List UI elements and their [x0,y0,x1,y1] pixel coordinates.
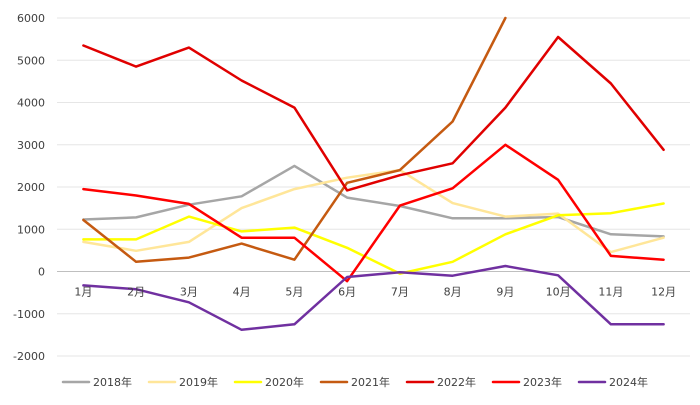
series-lines [82,16,665,332]
x-tick-label: 11月 [598,286,623,299]
x-axis-ticks: 1月 2月 3月 4月 5月 6月 7月 8月 9月 10月 11月 12月 [74,286,676,299]
x-tick-label: 1月 [74,286,92,299]
y-tick-label: 3000 [17,139,45,152]
legend-label: 2024年 [609,375,648,389]
legend-label: 2020年 [265,375,304,389]
series-line-2020年 [82,202,665,275]
y-tick-label: -1000 [13,308,45,321]
legend-item: 2023年 [491,375,562,389]
series-line-2023年 [82,143,665,283]
x-tick-label: 12月 [651,286,676,299]
legend-label: 2022年 [437,375,476,389]
y-tick-label: -2000 [13,350,45,363]
series-line-2024年 [82,264,665,332]
legend-item: 2022年 [405,375,476,389]
y-tick-label: 6000 [17,12,45,25]
series-line-2021年 [82,16,507,264]
x-tick-label: 6月 [338,286,356,299]
y-tick-label: 4000 [17,97,45,110]
y-tick-label: 2000 [17,181,45,194]
y-tick-label: 1000 [17,223,45,236]
legend-label: 2018年 [93,375,132,389]
legend-item: 2018年 [61,375,132,389]
x-tick-label: 2月 [127,286,145,299]
x-tick-label: 7月 [391,286,409,299]
series-line-2022年 [82,35,665,192]
series-line-2019年 [82,168,665,254]
legend: 2018年 2019年 2020年 2021年 2022年 2023年 2024年 [61,375,648,389]
x-tick-label: 4月 [233,286,251,299]
x-tick-label: 3月 [180,286,198,299]
y-axis-ticks: -2000 -1000 0 1000 2000 3000 4000 5000 6000 [13,12,45,363]
legend-item: 2019年 [147,375,218,389]
x-tick-label: 9月 [496,286,514,299]
legend-label: 2023年 [523,375,562,389]
legend-item: 2024年 [577,375,648,389]
x-tick-label: 10月 [546,286,571,299]
x-tick-label: 5月 [285,286,303,299]
y-tick-label: 0 [38,266,45,279]
y-tick-label: 5000 [17,54,45,67]
legend-item: 2021年 [319,375,390,389]
legend-item: 2020年 [233,375,304,389]
legend-label: 2021年 [351,375,390,389]
legend-label: 2019年 [179,375,218,389]
x-tick-label: 8月 [444,286,462,299]
